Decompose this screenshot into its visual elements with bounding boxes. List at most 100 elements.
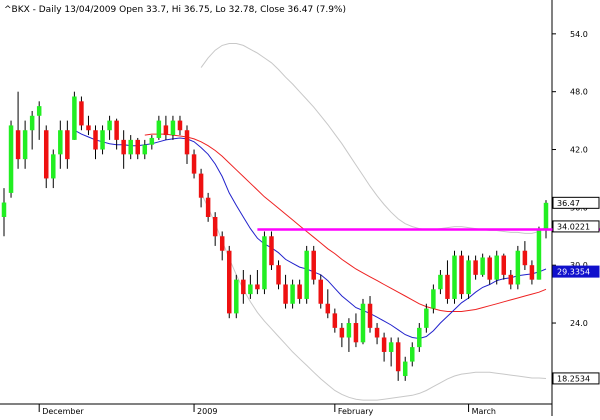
candle-body (8, 125, 14, 193)
candle-body (163, 125, 169, 136)
x-tick-label: March (472, 407, 496, 416)
candle-body (445, 274, 450, 299)
candle-body (135, 139, 140, 155)
y-tick-label: 54.0 (570, 30, 588, 39)
y-tick-label: 48.0 (570, 88, 588, 97)
candle-body (156, 120, 162, 138)
band-lower-line (200, 192, 547, 401)
candle-body (438, 274, 443, 290)
candle-body (297, 284, 302, 299)
candle-body (522, 250, 528, 266)
candle-body (459, 255, 464, 295)
candle-body (381, 337, 387, 352)
candle-body (276, 265, 281, 285)
candle-body (36, 106, 42, 116)
candle-body (191, 154, 197, 174)
candle-body (212, 216, 218, 237)
candle-body (149, 137, 155, 145)
candle-body (269, 236, 274, 266)
candle-body (79, 101, 84, 126)
candle-body (529, 265, 535, 280)
candle-body (58, 130, 63, 155)
candle-body (388, 342, 394, 352)
candle-body (283, 284, 288, 304)
value-marker-label: 34.0221 (557, 222, 590, 231)
candle-body (374, 327, 380, 338)
candle-body (543, 202, 549, 230)
candle-body (241, 279, 246, 295)
candle-body (395, 342, 401, 372)
candle-body (339, 327, 345, 338)
candle-body (346, 323, 352, 338)
value-marker-box (552, 265, 600, 278)
candle-body (508, 274, 514, 285)
x-tick-label: December (42, 407, 84, 416)
candle-body (410, 347, 415, 362)
candle-body (170, 120, 176, 136)
candle-body (353, 323, 359, 343)
candle-body (248, 284, 253, 295)
candle-body (107, 120, 112, 131)
candle-body (325, 303, 331, 314)
candle-body (424, 308, 429, 328)
x-tick-label: 2009 (197, 407, 217, 416)
value-marker-label: 36.47 (557, 199, 580, 208)
candle-body (290, 284, 295, 304)
candle-body (1, 202, 7, 217)
candle-body (43, 130, 49, 179)
candle-body (480, 257, 485, 275)
candle-body (234, 279, 239, 314)
candle-body (318, 279, 324, 304)
candle-body (452, 255, 457, 299)
candle-body (184, 130, 190, 155)
candle-body (262, 236, 267, 290)
candle-body (177, 120, 183, 131)
candle-body (205, 197, 211, 217)
candle-body (114, 120, 119, 140)
candle-body (86, 125, 91, 131)
candle-body (536, 229, 542, 280)
candle-body (128, 139, 133, 155)
value-marker-box (552, 196, 600, 209)
x-tick-label: February (338, 407, 374, 416)
candle-body (494, 255, 499, 280)
candle-body (473, 260, 478, 275)
chart-title: ^BKX - Daily 13/04/2009 Open 33.7, Hi 36… (4, 5, 346, 15)
y-tick-label: 42.0 (570, 146, 588, 155)
candle-body (226, 250, 232, 314)
candle-body (15, 130, 21, 160)
candle-body (93, 130, 98, 150)
candle-body (501, 255, 507, 275)
value-marker-box (552, 220, 600, 233)
candle-body (255, 284, 260, 290)
value-marker-label: 29.3354 (557, 268, 590, 277)
candle-body (100, 130, 105, 150)
candle-body (65, 130, 70, 160)
candle-body (29, 115, 35, 131)
candle-body (360, 303, 366, 343)
candle-body (22, 130, 28, 160)
candle-body (219, 236, 225, 251)
candle-body (121, 139, 126, 155)
candle-body (142, 144, 148, 155)
value-marker-box (552, 372, 600, 385)
candle-body (487, 257, 492, 280)
candle-body (402, 361, 408, 377)
candle-body (515, 250, 521, 285)
candle-body (198, 173, 204, 198)
candle-body (311, 250, 316, 280)
candle-body (332, 313, 338, 328)
candle-body (367, 303, 373, 328)
candle-body (51, 154, 56, 179)
candle-body (304, 250, 309, 299)
candle-body (466, 260, 471, 295)
candle-body (72, 96, 77, 140)
candle-body (431, 289, 436, 309)
candle-body (417, 327, 422, 348)
ma-long-line (144, 133, 547, 312)
y-tick-label: 24.0 (570, 319, 588, 328)
value-marker-label: 18.2534 (557, 374, 590, 383)
